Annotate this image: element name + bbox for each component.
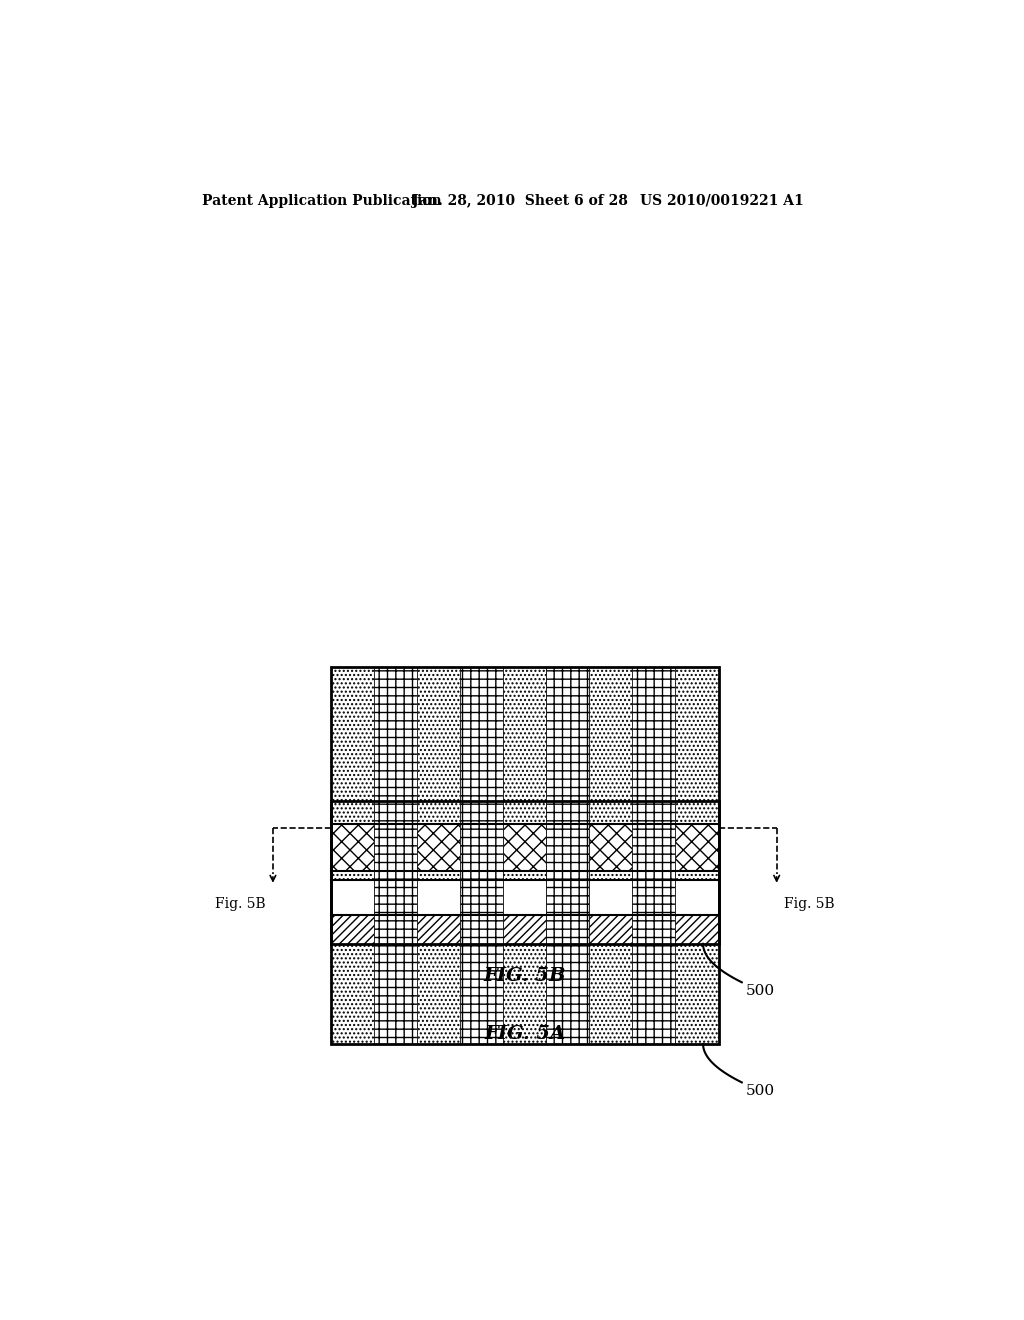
Bar [503, 801, 547, 825]
Bar [460, 667, 503, 1044]
Text: US 2010/0019221 A1: US 2010/0019221 A1 [640, 194, 803, 207]
Bar [590, 915, 633, 944]
Bar [633, 871, 676, 880]
Bar [460, 871, 503, 880]
Bar [460, 880, 503, 915]
Text: FIG. 5A: FIG. 5A [484, 1024, 565, 1043]
Bar [676, 880, 719, 915]
Bar [417, 915, 460, 944]
Bar [331, 801, 719, 944]
Bar [331, 801, 374, 825]
Bar [503, 915, 547, 944]
Bar [676, 825, 719, 871]
Bar [374, 801, 417, 825]
Bar [374, 880, 417, 915]
Bar [633, 915, 676, 944]
Bar [503, 825, 547, 871]
Bar [676, 915, 719, 944]
Bar [503, 880, 547, 915]
Bar [331, 871, 374, 880]
Bar [374, 825, 417, 871]
Text: Jan. 28, 2010  Sheet 6 of 28: Jan. 28, 2010 Sheet 6 of 28 [413, 194, 629, 207]
Text: 500: 500 [745, 1084, 775, 1098]
Bar [547, 880, 590, 915]
Bar [417, 801, 460, 825]
Bar [460, 801, 503, 825]
Text: 500: 500 [745, 983, 775, 998]
Bar [417, 880, 460, 915]
Text: FIG. 5B: FIG. 5B [483, 966, 566, 985]
Bar [374, 871, 417, 880]
Bar [633, 880, 676, 915]
Text: Fig. 5B: Fig. 5B [215, 898, 265, 911]
Bar [331, 825, 374, 871]
Bar [590, 871, 633, 880]
Bar [676, 801, 719, 825]
Bar [331, 667, 374, 1044]
Bar [331, 915, 374, 944]
Bar [460, 825, 503, 871]
Bar [547, 825, 590, 871]
Bar [417, 871, 460, 880]
Bar [547, 801, 590, 825]
Bar [590, 801, 633, 825]
Bar [547, 871, 590, 880]
Bar [374, 667, 417, 1044]
Bar [676, 871, 719, 880]
Bar [374, 915, 417, 944]
Bar [633, 825, 676, 871]
Bar [460, 915, 503, 944]
Bar [547, 915, 590, 944]
Bar [503, 871, 547, 880]
Bar [417, 667, 460, 1044]
Bar [503, 667, 547, 1044]
Bar [590, 880, 633, 915]
Bar [547, 667, 590, 1044]
Bar [676, 667, 719, 1044]
Bar [590, 667, 633, 1044]
Text: Patent Application Publication: Patent Application Publication [202, 194, 441, 207]
Bar [633, 667, 676, 1044]
Bar [331, 667, 719, 1044]
Bar [331, 880, 374, 915]
Bar [633, 801, 676, 825]
Bar [590, 825, 633, 871]
Bar [417, 825, 460, 871]
Text: Fig. 5B: Fig. 5B [784, 898, 835, 911]
